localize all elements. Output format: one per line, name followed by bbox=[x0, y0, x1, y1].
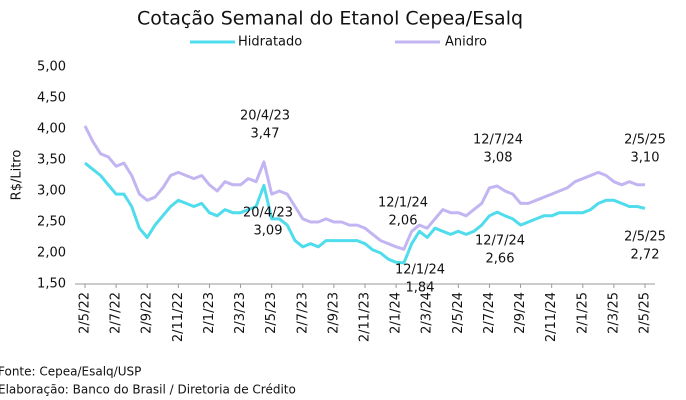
annotation-date: 20/4/23 bbox=[240, 109, 290, 124]
y-tick-label: 5,00 bbox=[37, 60, 66, 75]
x-tick-label: 2/7/22 bbox=[109, 292, 124, 334]
annotation-date: 12/1/24 bbox=[378, 196, 428, 211]
y-tick-label: 1,50 bbox=[37, 277, 66, 292]
annotation-value: 2,66 bbox=[486, 252, 515, 267]
x-tick-label: 2/3/25 bbox=[606, 292, 621, 334]
annotation-date: 12/7/24 bbox=[473, 133, 523, 148]
x-tick-label: 2/3/24 bbox=[420, 292, 435, 334]
annotation-value: 2,06 bbox=[389, 214, 418, 229]
y-tick-label: 4,00 bbox=[37, 122, 66, 137]
x-tick-label: 2/5/25 bbox=[638, 292, 653, 334]
y-tick-label: 3,00 bbox=[37, 184, 66, 199]
x-tick-label: 2/5/24 bbox=[451, 292, 466, 334]
y-tick-label: 3,50 bbox=[37, 153, 66, 168]
x-tick-label: 2/11/23 bbox=[358, 292, 373, 342]
x-tick-label: 2/11/22 bbox=[171, 292, 186, 342]
x-tick-label: 2/3/23 bbox=[233, 292, 248, 334]
annotation-value: 2,72 bbox=[631, 248, 660, 263]
chart-title: Cotação Semanal do Etanol Cepea/Esalq bbox=[137, 8, 523, 30]
legend-label: Hidratado bbox=[238, 35, 302, 50]
annotation-date: 2/5/25 bbox=[624, 133, 666, 148]
x-tick-label: 2/5/22 bbox=[78, 292, 93, 334]
footer-source: Fonte: Cepea/Esalq/USP bbox=[0, 365, 141, 379]
series-line bbox=[84, 161, 646, 265]
x-tick-label: 2/7/24 bbox=[482, 292, 497, 334]
x-tick-label: 2/7/23 bbox=[295, 292, 310, 334]
x-tick-label: 2/5/23 bbox=[264, 292, 279, 334]
legend-label: Anidro bbox=[445, 35, 487, 50]
x-tick-label: 2/9/24 bbox=[513, 292, 528, 334]
series-line bbox=[83, 125, 645, 251]
y-tick-label: 2,50 bbox=[37, 215, 66, 230]
x-tick-label: 2/1/23 bbox=[202, 292, 217, 334]
x-tick-label: 2/9/23 bbox=[326, 292, 341, 334]
y-axis-label: R$/Litro bbox=[10, 150, 25, 201]
annotation-value: 1,84 bbox=[406, 281, 435, 296]
annotation-value: 3,47 bbox=[251, 127, 280, 142]
x-tick-label: 2/11/24 bbox=[544, 292, 559, 342]
annotation-date: 2/5/25 bbox=[624, 230, 666, 245]
x-tick-label: 2/1/24 bbox=[389, 292, 404, 334]
y-tick-label: 2,00 bbox=[37, 246, 66, 261]
annotation-value: 3,09 bbox=[254, 224, 283, 239]
y-tick-label: 4,50 bbox=[37, 91, 66, 106]
x-tick-label: 2/1/25 bbox=[575, 292, 590, 334]
annotation-date: 20/4/23 bbox=[243, 206, 293, 221]
annotation-value: 3,10 bbox=[631, 151, 660, 166]
annotation-value: 3,08 bbox=[484, 151, 513, 166]
annotation-date: 12/7/24 bbox=[475, 234, 525, 249]
footer-credit: Elaboração: Banco do Brasil / Diretoria … bbox=[0, 383, 296, 397]
annotation-date: 12/1/24 bbox=[395, 263, 445, 278]
x-tick-label: 2/9/22 bbox=[140, 292, 155, 334]
